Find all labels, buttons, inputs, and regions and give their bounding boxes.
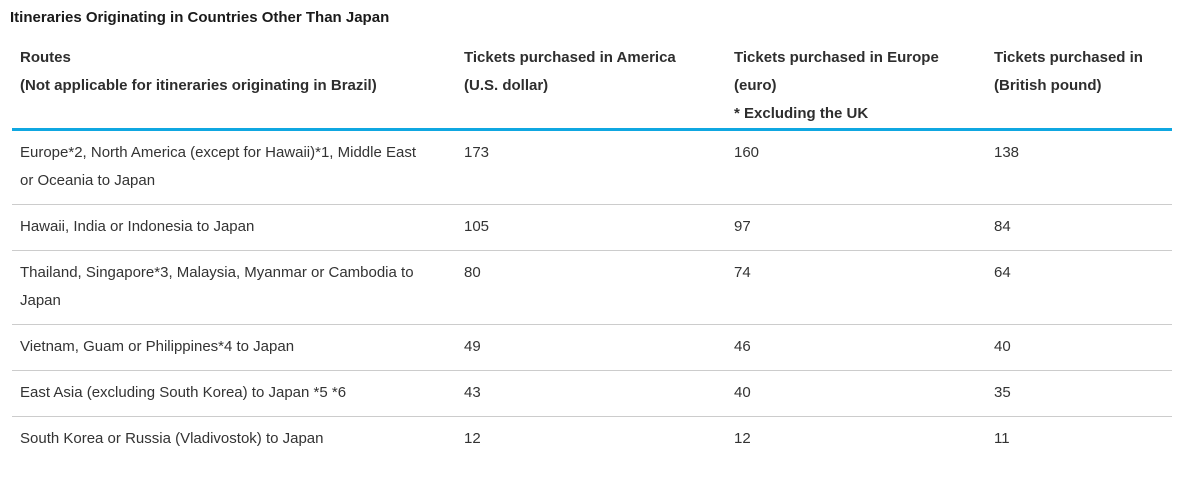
column-header-line: (U.S. dollar) <box>464 77 549 94</box>
table-row: Hawaii, India or Indonesia to Japan 105 … <box>12 204 1172 251</box>
column-header-uk: Tickets purchased in (British pound) <box>986 40 1172 131</box>
table-row: Thailand, Singapore*3, Malaysia, Myanmar… <box>12 250 1172 325</box>
column-header-europe: Tickets purchased in Europe (euro) * Exc… <box>726 40 986 131</box>
europe-value-cell: 160 <box>734 144 760 161</box>
europe-value-cell: 97 <box>726 204 986 251</box>
route-cell: Thailand, Singapore*3, Malaysia, Myanmar… <box>12 250 456 325</box>
page-title: Itineraries Originating in Countries Oth… <box>10 9 390 26</box>
route-cell: South Korea or Russia (Vladivostok) to J… <box>12 416 456 462</box>
table-header: Routes (Not applicable for itineraries o… <box>12 40 1172 131</box>
table-row: Europe*2, North America (except for Hawa… <box>12 130 1172 205</box>
column-header-line: (Not applicable for itineraries originat… <box>20 77 377 94</box>
america-value-cell: 12 <box>456 416 726 462</box>
column-header-line: Routes <box>20 49 71 66</box>
column-header-line: Tickets purchased in <box>994 49 1143 66</box>
route-cell: East Asia (excluding South Korea) to Jap… <box>12 370 456 417</box>
europe-value-cell: 46 <box>726 324 986 371</box>
column-header-line: Tickets purchased in Europe <box>734 49 939 66</box>
column-header-line: (British pound) <box>994 77 1102 94</box>
header-row: Routes (Not applicable for itineraries o… <box>12 40 1172 131</box>
uk-value-cell: 64 <box>986 250 1172 325</box>
uk-value-cell: 35 <box>986 370 1172 417</box>
table-body: Europe*2, North America (except for Hawa… <box>12 130 1172 462</box>
table-row: Vietnam, Guam or Philippines*4 to Japan … <box>12 324 1172 371</box>
america-value-cell: 173 <box>464 144 490 161</box>
column-header-america: Tickets purchased in America (U.S. dolla… <box>456 40 726 131</box>
table-row: South Korea or Russia (Vladivostok) to J… <box>12 416 1172 462</box>
fare-table: Routes (Not applicable for itineraries o… <box>12 40 1172 462</box>
table-row: East Asia (excluding South Korea) to Jap… <box>12 370 1172 417</box>
column-header-routes: Routes (Not applicable for itineraries o… <box>12 40 456 131</box>
europe-value-cell: 74 <box>726 250 986 325</box>
europe-value-cell: 40 <box>726 370 986 417</box>
america-value-cell: 43 <box>456 370 726 417</box>
america-value-cell: 105 <box>456 204 726 251</box>
america-value-cell: 49 <box>456 324 726 371</box>
europe-value-cell: 12 <box>726 416 986 462</box>
column-header-line: * Excluding the UK <box>734 105 869 122</box>
route-cell: Hawaii, India or Indonesia to Japan <box>12 204 456 251</box>
route-cell: Europe*2, North America (except for Hawa… <box>20 144 417 189</box>
uk-value-cell: 11 <box>986 416 1172 462</box>
america-value-cell: 80 <box>456 250 726 325</box>
route-cell: Vietnam, Guam or Philippines*4 to Japan <box>12 324 456 371</box>
column-header-line: (euro) <box>734 77 777 94</box>
column-header-line: Tickets purchased in America <box>464 49 676 66</box>
uk-value-cell: 84 <box>986 204 1172 251</box>
uk-value-cell: 138 <box>994 144 1020 161</box>
uk-value-cell: 40 <box>986 324 1172 371</box>
